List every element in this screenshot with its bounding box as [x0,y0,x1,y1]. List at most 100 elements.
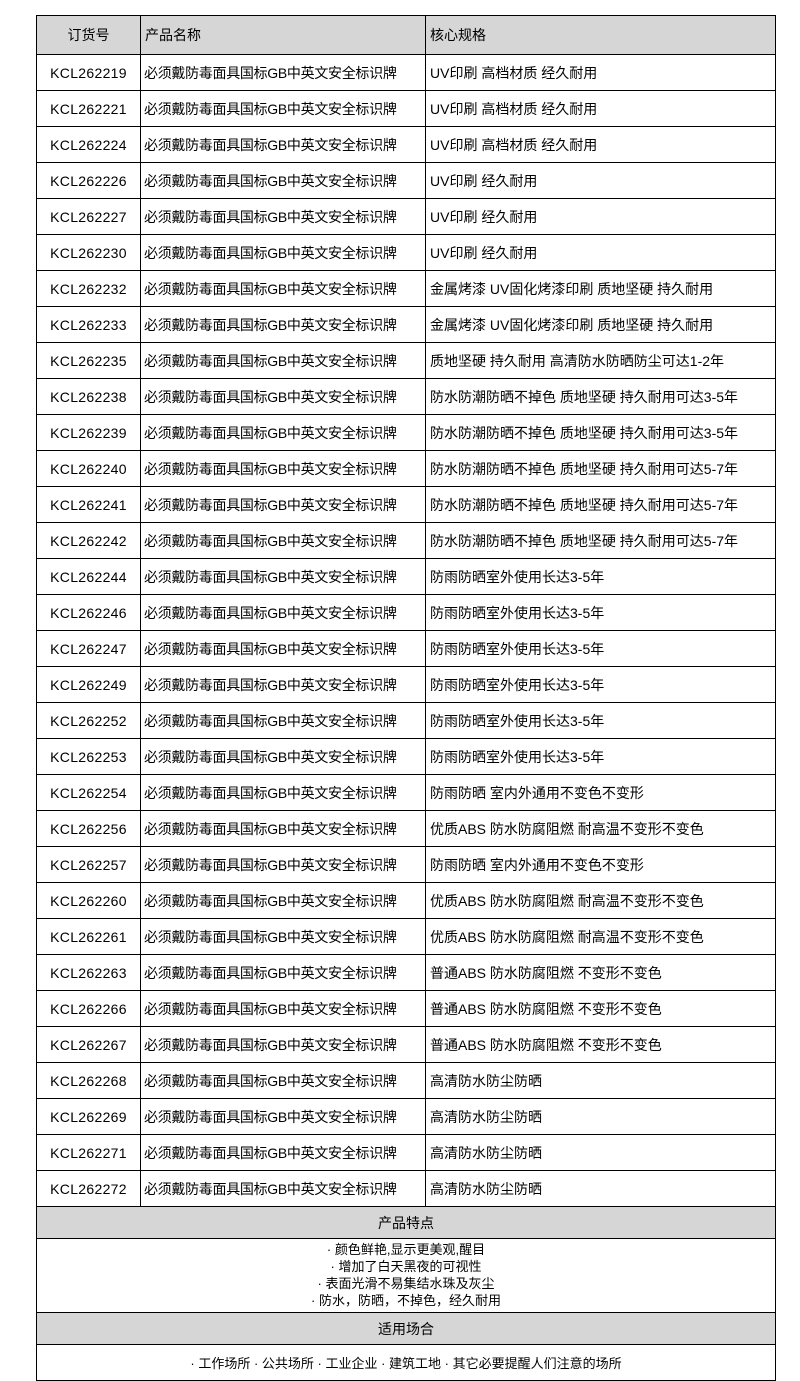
features-header-row: 产品特点 [36,1206,776,1239]
feature-item: · 颜色鲜艳,显示更美观,醒目 [326,1242,486,1257]
product-name-cell: 必须戴防毒面具国标GB中英文安全标识牌 [140,1062,426,1099]
spec-cell: 金属烤漆 UV固化烤漆印刷 质地坚硬 持久耐用 [425,270,776,307]
spec-cell: 高清防水防尘防晒 [425,1170,776,1207]
spec-cell: 普通ABS 防水防腐阻燃 不变形不变色 [425,954,776,991]
product-name-cell: 必须戴防毒面具国标GB中英文安全标识牌 [140,1170,426,1207]
spec-cell: 防雨防晒 室内外通用不变色不变形 [425,774,776,811]
spec-table: 订货号 产品名称 核心规格 KCL262219 必须戴防毒面具国标GB中英文安全… [36,15,776,1381]
usage-section-title: 适用场合 [36,1312,776,1345]
spec-cell: 普通ABS 防水防腐阻燃 不变形不变色 [425,1026,776,1063]
table-row: KCL262235 必须戴防毒面具国标GB中英文安全标识牌 质地坚硬 持久耐用 … [36,342,776,379]
spec-cell: 优质ABS 防水防腐阻燃 耐高温不变形不变色 [425,810,776,847]
table-row: KCL262269 必须戴防毒面具国标GB中英文安全标识牌 高清防水防尘防晒 [36,1098,776,1135]
spec-cell: 防雨防晒室外使用长达3-5年 [425,666,776,703]
table-row: KCL262266 必须戴防毒面具国标GB中英文安全标识牌 普通ABS 防水防腐… [36,990,776,1027]
table-row: KCL262257 必须戴防毒面具国标GB中英文安全标识牌 防雨防晒 室内外通用… [36,846,776,883]
table-row: KCL262233 必须戴防毒面具国标GB中英文安全标识牌 金属烤漆 UV固化烤… [36,306,776,343]
order-no-cell: KCL262266 [36,990,141,1027]
spec-cell: 优质ABS 防水防腐阻燃 耐高温不变形不变色 [425,918,776,955]
order-no-cell: KCL262226 [36,162,141,199]
header-order-no: 订货号 [36,15,141,55]
table-row: KCL262272 必须戴防毒面具国标GB中英文安全标识牌 高清防水防尘防晒 [36,1170,776,1207]
product-name-cell: 必须戴防毒面具国标GB中英文安全标识牌 [140,234,426,271]
order-no-cell: KCL262263 [36,954,141,991]
product-name-cell: 必须戴防毒面具国标GB中英文安全标识牌 [140,162,426,199]
table-row: KCL262240 必须戴防毒面具国标GB中英文安全标识牌 防水防潮防晒不掉色 … [36,450,776,487]
table-row: KCL262271 必须戴防毒面具国标GB中英文安全标识牌 高清防水防尘防晒 [36,1134,776,1171]
order-no-cell: KCL262242 [36,522,141,559]
order-no-cell: KCL262260 [36,882,141,919]
order-no-cell: KCL262252 [36,702,141,739]
order-no-cell: KCL262232 [36,270,141,307]
product-name-cell: 必须戴防毒面具国标GB中英文安全标识牌 [140,954,426,991]
table-row: KCL262239 必须戴防毒面具国标GB中英文安全标识牌 防水防潮防晒不掉色 … [36,414,776,451]
order-no-cell: KCL262219 [36,54,141,91]
product-name-cell: 必须戴防毒面具国标GB中英文安全标识牌 [140,306,426,343]
table-row: KCL262246 必须戴防毒面具国标GB中英文安全标识牌 防雨防晒室外使用长达… [36,594,776,631]
table-row: KCL262261 必须戴防毒面具国标GB中英文安全标识牌 优质ABS 防水防腐… [36,918,776,955]
spec-cell: 防雨防晒 室内外通用不变色不变形 [425,846,776,883]
product-name-cell: 必须戴防毒面具国标GB中英文安全标识牌 [140,126,426,163]
features-section-title: 产品特点 [36,1206,776,1239]
header-spec: 核心规格 [425,15,776,55]
product-name-cell: 必须戴防毒面具国标GB中英文安全标识牌 [140,522,426,559]
usage-header-row: 适用场合 [36,1312,776,1345]
table-header-row: 订货号 产品名称 核心规格 [36,15,776,55]
spec-cell: 高清防水防尘防晒 [425,1062,776,1099]
table-row: KCL262256 必须戴防毒面具国标GB中英文安全标识牌 优质ABS 防水防腐… [36,810,776,847]
order-no-cell: KCL262230 [36,234,141,271]
product-name-cell: 必须戴防毒面具国标GB中英文安全标识牌 [140,594,426,631]
table-row: KCL262241 必须戴防毒面具国标GB中英文安全标识牌 防水防潮防晒不掉色 … [36,486,776,523]
product-name-cell: 必须戴防毒面具国标GB中英文安全标识牌 [140,846,426,883]
page: 订货号 产品名称 核心规格 KCL262219 必须戴防毒面具国标GB中英文安全… [0,15,800,1381]
feature-item: · 表面光滑不易集结水珠及灰尘 [317,1276,495,1291]
spec-cell: 防雨防晒室外使用长达3-5年 [425,558,776,595]
spec-cell: 质地坚硬 持久耐用 高清防水防晒防尘可达1-2年 [425,342,776,379]
order-no-cell: KCL262253 [36,738,141,775]
spec-cell: 防雨防晒室外使用长达3-5年 [425,738,776,775]
order-no-cell: KCL262269 [36,1098,141,1135]
product-name-cell: 必须戴防毒面具国标GB中英文安全标识牌 [140,414,426,451]
product-name-cell: 必须戴防毒面具国标GB中英文安全标识牌 [140,558,426,595]
table-row: KCL262244 必须戴防毒面具国标GB中英文安全标识牌 防雨防晒室外使用长达… [36,558,776,595]
table-row: KCL262242 必须戴防毒面具国标GB中英文安全标识牌 防水防潮防晒不掉色 … [36,522,776,559]
spec-cell: UV印刷 经久耐用 [425,162,776,199]
order-no-cell: KCL262267 [36,1026,141,1063]
spec-cell: 防雨防晒室外使用长达3-5年 [425,594,776,631]
table-row: KCL262268 必须戴防毒面具国标GB中英文安全标识牌 高清防水防尘防晒 [36,1062,776,1099]
table-row: KCL262238 必须戴防毒面具国标GB中英文安全标识牌 防水防潮防晒不掉色 … [36,378,776,415]
order-no-cell: KCL262261 [36,918,141,955]
product-name-cell: 必须戴防毒面具国标GB中英文安全标识牌 [140,702,426,739]
product-name-cell: 必须戴防毒面具国标GB中英文安全标识牌 [140,198,426,235]
product-name-cell: 必须戴防毒面具国标GB中英文安全标识牌 [140,450,426,487]
features-row: · 颜色鲜艳,显示更美观,醒目 · 增加了白天黑夜的可视性 · 表面光滑不易集结… [36,1238,776,1313]
table-row: KCL262224 必须戴防毒面具国标GB中英文安全标识牌 UV印刷 高档材质 … [36,126,776,163]
order-no-cell: KCL262257 [36,846,141,883]
product-name-cell: 必须戴防毒面具国标GB中英文安全标识牌 [140,774,426,811]
product-name-cell: 必须戴防毒面具国标GB中英文安全标识牌 [140,378,426,415]
spec-cell: 优质ABS 防水防腐阻燃 耐高温不变形不变色 [425,882,776,919]
spec-cell: 普通ABS 防水防腐阻燃 不变形不变色 [425,990,776,1027]
usage-row: · 工作场所 · 公共场所 · 工业企业 · 建筑工地 · 其它必要提醒人们注意… [36,1344,776,1381]
spec-cell: 防水防潮防晒不掉色 质地坚硬 持久耐用可达3-5年 [425,414,776,451]
spec-cell: UV印刷 高档材质 经久耐用 [425,126,776,163]
product-name-cell: 必须戴防毒面具国标GB中英文安全标识牌 [140,666,426,703]
order-no-cell: KCL262221 [36,90,141,127]
table-row: KCL262230 必须戴防毒面具国标GB中英文安全标识牌 UV印刷 经久耐用 [36,234,776,271]
product-name-cell: 必须戴防毒面具国标GB中英文安全标识牌 [140,918,426,955]
order-no-cell: KCL262247 [36,630,141,667]
order-no-cell: KCL262272 [36,1170,141,1207]
order-no-cell: KCL262239 [36,414,141,451]
features-list: · 颜色鲜艳,显示更美观,醒目 · 增加了白天黑夜的可视性 · 表面光滑不易集结… [36,1238,776,1313]
spec-cell: 高清防水防尘防晒 [425,1134,776,1171]
feature-item: · 增加了白天黑夜的可视性 [330,1259,482,1274]
header-product-name: 产品名称 [140,15,426,55]
table-row: KCL262249 必须戴防毒面具国标GB中英文安全标识牌 防雨防晒室外使用长达… [36,666,776,703]
product-name-cell: 必须戴防毒面具国标GB中英文安全标识牌 [140,1134,426,1171]
product-name-cell: 必须戴防毒面具国标GB中英文安全标识牌 [140,486,426,523]
order-no-cell: KCL262240 [36,450,141,487]
table-row: KCL262254 必须戴防毒面具国标GB中英文安全标识牌 防雨防晒 室内外通用… [36,774,776,811]
table-row: KCL262252 必须戴防毒面具国标GB中英文安全标识牌 防雨防晒室外使用长达… [36,702,776,739]
table-row: KCL262221 必须戴防毒面具国标GB中英文安全标识牌 UV印刷 高档材质 … [36,90,776,127]
table-body: KCL262219 必须戴防毒面具国标GB中英文安全标识牌 UV印刷 高档材质 … [36,54,776,1207]
